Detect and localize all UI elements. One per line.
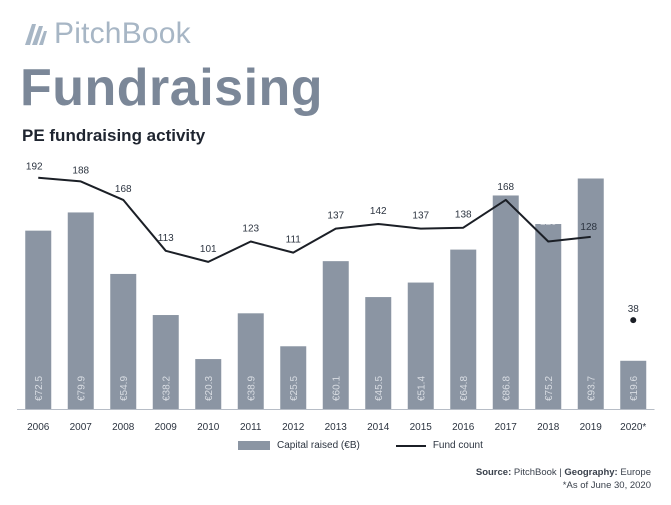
bar-2020* — [620, 360, 647, 409]
geography-value: Europe — [620, 467, 651, 478]
x-tick-2009: 2009 — [155, 422, 178, 433]
x-tick-2012: 2012 — [282, 422, 305, 433]
x-tick-2015: 2015 — [410, 422, 433, 433]
pitchbook-logo-icon — [25, 24, 47, 45]
bar-2009 — [152, 315, 179, 409]
chart-legend: Capital raised (€B) Fund count — [238, 440, 519, 451]
x-tick-2017: 2017 — [495, 422, 518, 433]
x-tick-2016: 2016 — [452, 422, 475, 433]
x-tick-2019: 2019 — [580, 422, 603, 433]
fund-count-label-2020*: 38 — [628, 304, 640, 315]
bar-2007 — [67, 212, 94, 409]
fund-count-label-2019: 128 — [580, 222, 597, 233]
legend-swatch-line — [395, 444, 426, 447]
fund-count-label-2014: 142 — [370, 206, 387, 217]
x-tick-2013: 2013 — [325, 422, 348, 433]
bar-label-2007: €79.9 — [76, 376, 87, 401]
fund-count-label-2015: 137 — [412, 211, 429, 222]
bar-2018 — [535, 224, 562, 409]
fund-count-point-2020 — [630, 317, 637, 324]
fund-count-label-2007: 188 — [72, 165, 89, 176]
fund-count-label-2012: 111 — [286, 235, 302, 246]
fund-count-label-2013: 137 — [327, 211, 344, 222]
x-tick-2018: 2018 — [537, 422, 560, 433]
bar-label-2015: €51.4 — [416, 376, 427, 401]
x-tick-2014: 2014 — [367, 422, 390, 433]
legend-label-capital: Capital raised (€B) — [277, 440, 360, 451]
bar-2015 — [407, 282, 434, 409]
bar-2011 — [237, 313, 264, 409]
legend-item-capital: Capital raised (€B) — [238, 440, 360, 451]
x-tick-2008: 2008 — [112, 422, 135, 433]
chart-title: PE fundraising activity — [22, 126, 206, 145]
bar-2006 — [25, 230, 52, 409]
bar-label-2009: €38.2 — [161, 376, 172, 401]
bar-label-2011: €38.9 — [246, 376, 257, 401]
bar-2013 — [322, 261, 349, 409]
bar-label-2014: €45.5 — [374, 376, 385, 401]
source-label: Source: — [475, 467, 512, 478]
page-title: Fundraising — [20, 59, 324, 117]
legend-item-fund-count: Fund count — [395, 440, 483, 451]
bar-label-2006: €72.5 — [34, 376, 45, 401]
legend-label-fund-count: Fund count — [432, 440, 483, 451]
x-tick-2020*: 2020* — [620, 422, 646, 433]
bar-label-2013: €60.1 — [331, 376, 342, 401]
x-tick-2010: 2010 — [197, 422, 220, 433]
fund-count-label-2011: 123 — [242, 224, 259, 235]
fundraising-chart: €72.5 €79.9 €54.9 €38.2 €20.3 €38.9 €25.5 €60.1… — [17, 162, 655, 433]
bar-label-2018: €75.2 — [544, 376, 555, 401]
fund-count-line — [38, 176, 591, 263]
bar-2010 — [195, 359, 222, 409]
bar-label-2012: €25.5 — [289, 376, 300, 401]
bar-2014 — [365, 297, 392, 409]
source-note: Source: PitchBook | Geography: Europe *A… — [476, 466, 651, 492]
bar-label-2016: €64.8 — [459, 376, 470, 401]
brand-name: PitchBook — [54, 17, 191, 50]
x-tick-2011: 2011 — [240, 422, 262, 433]
x-tick-2007: 2007 — [70, 422, 93, 433]
fund-count-label-2018: 123 — [540, 217, 557, 228]
bar-2019 — [577, 178, 604, 409]
bar-label-2008: €54.9 — [119, 376, 130, 401]
x-tick-2006: 2006 — [27, 422, 50, 433]
bar-2017 — [492, 195, 519, 409]
fund-count-label-2016: 138 — [455, 210, 472, 221]
fund-count-label-2010: 101 — [200, 244, 217, 255]
source-name: PitchBook — [513, 467, 557, 478]
bar-label-2019: €93.7 — [586, 376, 597, 401]
fund-count-label-2006: 192 — [26, 162, 43, 173]
source-line: Source: PitchBook | Geography: Europe — [476, 466, 651, 479]
fund-count-label-2017: 168 — [497, 182, 514, 193]
bar-2008 — [110, 273, 137, 409]
bar-label-2010: €20.3 — [204, 376, 215, 401]
bar-label-2020*: €19.6 — [629, 376, 640, 401]
bar-2012 — [280, 346, 307, 409]
brand-logo: PitchBook — [22, 14, 191, 54]
bar-2016 — [450, 249, 477, 409]
fund-count-label-2009: 113 — [158, 233, 174, 244]
legend-swatch-bar — [238, 441, 270, 450]
geography-label: Geography: — [564, 467, 618, 478]
source-separator: | — [559, 467, 562, 478]
fund-count-label-2008: 168 — [115, 184, 132, 195]
bar-label-2017: €86.8 — [501, 376, 512, 401]
as-of-note: *As of June 30, 2020 — [562, 480, 651, 491]
